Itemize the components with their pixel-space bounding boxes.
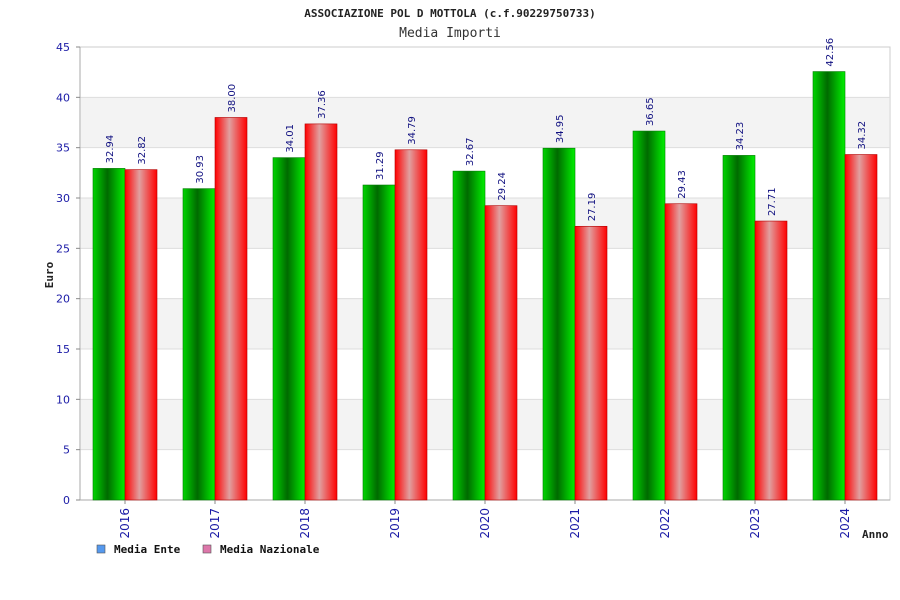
bars-group: 32.94 32.82 30.93 38.00 34.01 37.36 31.29 34.79… [92, 38, 878, 501]
bar-media-nazionale-2022 [664, 203, 698, 501]
chart-subtitle: Media Importi [399, 26, 501, 41]
data-label: 30.93 [195, 155, 206, 184]
data-label: 31.29 [375, 151, 386, 180]
x-tick-label: 2022 [658, 508, 672, 539]
data-label: 34.79 [407, 116, 418, 145]
bar-media-ente-2022 [632, 130, 666, 501]
bar-media-nazionale-2024 [844, 154, 878, 501]
bar-media-nazionale-2021 [574, 225, 608, 501]
bar-media-nazionale-2020 [484, 205, 518, 501]
data-label: 34.32 [857, 121, 868, 150]
data-label: 32.82 [137, 136, 148, 165]
y-tick-label: 30 [56, 192, 70, 205]
data-label: 38.00 [227, 84, 238, 113]
bar-media-ente-2023 [722, 155, 756, 501]
bar-media-ente-2024 [812, 71, 846, 501]
data-label: 34.23 [735, 122, 746, 151]
x-tick-label: 2021 [568, 508, 582, 539]
x-axis-label: Anno [862, 528, 889, 541]
x-tick-label: 2019 [388, 508, 402, 539]
x-tick-label: 2023 [748, 508, 762, 539]
bar-media-ente-2020 [452, 170, 486, 501]
x-tick-label: 2020 [478, 508, 492, 539]
data-label: 32.67 [465, 137, 476, 166]
chart-title: ASSOCIAZIONE POL D MOTTOLA (c.f.90229750… [304, 7, 595, 20]
y-tick-label: 0 [63, 494, 70, 507]
legend-swatch [202, 544, 212, 554]
legend-label: Media Nazionale [220, 543, 320, 556]
data-label: 32.94 [105, 135, 116, 164]
y-axis: 0 5 10 15 20 25 30 35 40 45 [56, 41, 80, 507]
y-tick-label: 15 [56, 343, 70, 356]
x-tick-label: 2024 [838, 508, 852, 539]
data-label: 27.19 [587, 193, 598, 222]
bar-media-ente-2018 [272, 157, 306, 501]
y-tick-label: 5 [63, 444, 70, 457]
data-label: 29.24 [497, 172, 508, 201]
legend-swatch [96, 544, 106, 554]
bar-media-nazionale-2019 [394, 149, 428, 501]
x-axis: 2016 2017 2018 2019 2020 2021 2022 2023 2024 [118, 500, 852, 539]
bar-media-ente-2021 [542, 147, 576, 501]
grid-band [81, 97, 889, 148]
x-tick-label: 2016 [118, 508, 132, 539]
data-label: 42.56 [825, 38, 836, 67]
x-tick-label: 2017 [208, 508, 222, 539]
bar-media-nazionale-2018 [304, 123, 338, 501]
y-tick-label: 45 [56, 41, 70, 54]
data-label: 27.71 [767, 187, 778, 216]
y-tick-label: 20 [56, 293, 70, 306]
legend: Media Ente Media Nazionale [96, 543, 320, 556]
bar-media-ente-2016 [92, 168, 126, 501]
bar-media-ente-2017 [182, 188, 216, 501]
data-label: 34.01 [285, 124, 296, 153]
data-label: 37.36 [317, 90, 328, 119]
x-tick-label: 2018 [298, 508, 312, 539]
y-tick-label: 10 [56, 393, 70, 406]
y-tick-label: 40 [56, 91, 70, 104]
bar-media-nazionale-2017 [214, 117, 248, 501]
y-tick-label: 25 [56, 242, 70, 255]
data-label: 29.43 [677, 170, 688, 199]
bar-media-nazionale-2023 [754, 220, 788, 501]
data-label: 34.95 [555, 115, 566, 144]
bar-media-nazionale-2016 [124, 169, 158, 501]
legend-label: Media Ente [114, 543, 181, 556]
data-label: 36.65 [645, 97, 656, 126]
y-axis-label: Euro [43, 261, 56, 288]
y-tick-label: 35 [56, 142, 70, 155]
bar-media-ente-2019 [362, 184, 396, 501]
